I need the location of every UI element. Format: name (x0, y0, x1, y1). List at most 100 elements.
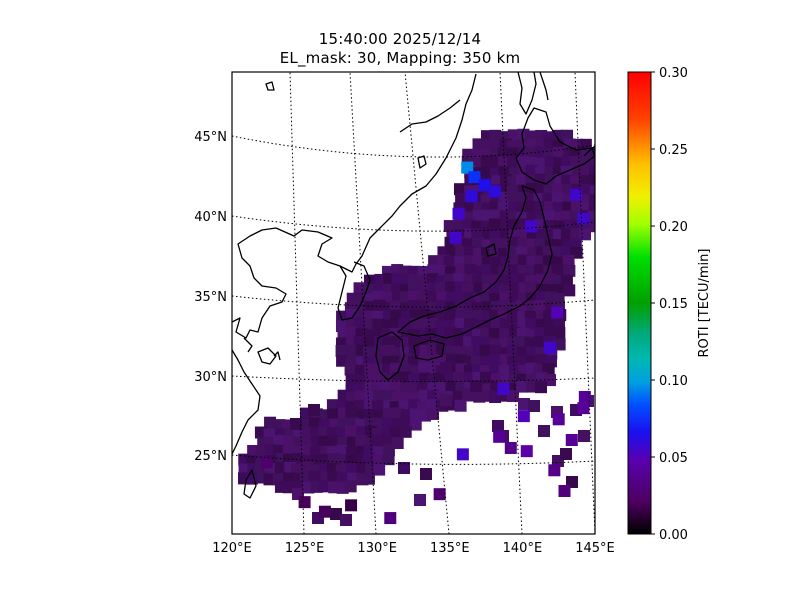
roti-cell (497, 383, 510, 396)
coast-shikoku (413, 339, 445, 361)
roti-cell (391, 272, 404, 285)
y-tick-label: 40°N (194, 210, 227, 225)
roti-cell (479, 291, 492, 304)
roti-cell (507, 176, 520, 189)
roti-cell (274, 462, 287, 475)
roti-cell (264, 416, 277, 429)
roti-cell (498, 274, 511, 287)
roti-cell (543, 341, 556, 354)
roti-cell (528, 400, 540, 412)
roti-cell (526, 255, 539, 268)
roti-cell (533, 300, 546, 313)
roti-cell (508, 257, 521, 270)
roti-cell (480, 264, 493, 277)
roti-cell (345, 407, 358, 420)
roti-cell (569, 155, 582, 168)
roti-cell (565, 434, 578, 447)
x-tick-label: 125°E (285, 541, 325, 556)
roti-cell (534, 264, 547, 277)
roti-cell (290, 418, 302, 430)
colorbar-label: ROTI [TECU/min] (697, 249, 712, 358)
roti-cell (318, 480, 331, 493)
roti-cell (354, 390, 367, 403)
roti-cell (517, 254, 530, 267)
roti-cell (298, 496, 311, 509)
roti-cell (544, 374, 557, 387)
roti-cell (335, 344, 348, 357)
roti-cell (488, 185, 501, 198)
roti-cell (283, 435, 296, 448)
roti-cell (389, 380, 402, 393)
roti-cell (508, 202, 521, 215)
roti-cell (260, 456, 273, 469)
roti-cell (382, 453, 395, 466)
roti-cell (500, 354, 513, 367)
meridian-135 (404, 72, 450, 534)
roti-cell (398, 462, 410, 474)
roti-cell (414, 494, 426, 506)
roti-cell (344, 480, 357, 493)
roti-cell (507, 210, 520, 223)
roti-cell (245, 472, 258, 485)
roti-cell (372, 434, 385, 447)
roti-cell (420, 468, 432, 480)
roti-cell (399, 425, 412, 438)
roti-cell (362, 472, 375, 485)
coast-sado (485, 243, 497, 257)
roti-cell (470, 380, 482, 392)
roti-cell (551, 306, 564, 319)
roti-cell (301, 434, 314, 447)
roti-cell (515, 246, 528, 259)
roti-cell (542, 363, 555, 376)
x-tick-label: 135°E (430, 541, 470, 556)
roti-cell (506, 344, 519, 357)
roti-cell (524, 281, 537, 294)
roti-cell (525, 380, 538, 393)
roti-cell (506, 140, 519, 153)
colorbar-tick-label: 0.30 (659, 66, 688, 81)
roti-cell (570, 188, 583, 201)
roti-cell (462, 327, 475, 340)
graticule (232, 72, 595, 534)
roti-cell (364, 363, 377, 376)
roti-cell (534, 354, 547, 367)
roti-cell (407, 290, 420, 303)
coast-bay (243, 337, 253, 353)
roti-cell (560, 448, 572, 460)
coast-honshu (397, 185, 553, 339)
coast-sakhalin-e (539, 72, 549, 101)
roti-cell (445, 380, 458, 393)
chart-subtitle: EL_mask: 30, Mapping: 350 km (279, 49, 521, 67)
roti-cell (454, 317, 467, 330)
y-tick-label: 45°N (194, 130, 227, 145)
roti-cell (543, 210, 556, 223)
roti-cell (517, 410, 530, 423)
roti-cell (515, 173, 528, 186)
roti-cell (473, 310, 486, 323)
x-tick-label: 140°E (503, 541, 543, 556)
roti-cell (345, 374, 358, 387)
roti-cell (452, 291, 465, 304)
roti-cell (508, 362, 521, 375)
coast-kurils (583, 145, 595, 157)
roti-cell (254, 462, 267, 475)
roti-cell (300, 444, 313, 457)
roti-cell (471, 148, 484, 161)
roti-cell (506, 155, 519, 168)
roti-cell (533, 335, 546, 348)
roti-cell (398, 317, 411, 330)
roti-cell (563, 264, 576, 277)
roti-cell (418, 362, 431, 375)
roti-cell (535, 229, 548, 242)
roti-cell (563, 284, 576, 297)
roti-cell (542, 255, 555, 268)
roti-cell (445, 281, 458, 294)
parallel-45 (232, 135, 595, 158)
parallel-40 (232, 215, 595, 232)
roti-cell (455, 263, 468, 276)
roti-cell (578, 390, 591, 403)
coast-shandong (257, 347, 277, 365)
roti-cell (452, 207, 465, 220)
roti-cells (237, 128, 595, 526)
